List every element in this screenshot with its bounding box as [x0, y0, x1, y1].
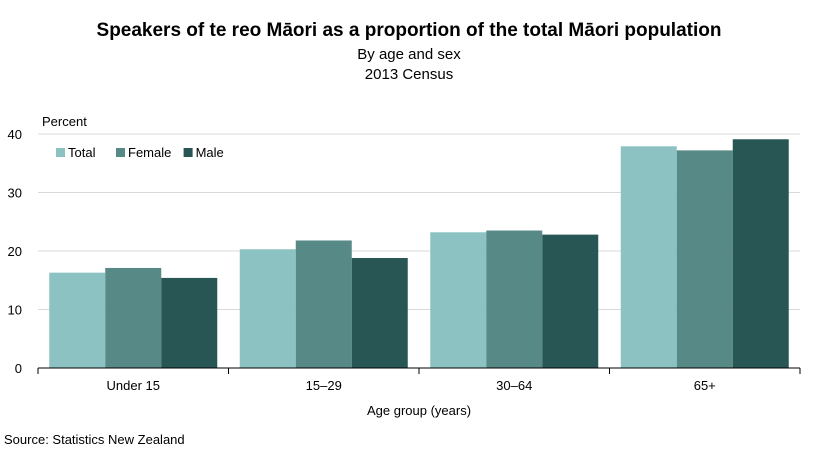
legend-swatch-total: [56, 148, 65, 157]
bar-female: [295, 240, 352, 368]
x-tick-label: Under 15: [107, 378, 160, 393]
bar-male: [732, 139, 789, 368]
x-tick-label: 30–64: [496, 378, 532, 393]
chart-subtitle-census: 2013 Census: [364, 66, 454, 83]
bar-total: [239, 249, 296, 368]
x-axis-label: Age group (years): [367, 403, 471, 418]
x-tick-label: 65+: [694, 378, 716, 393]
y-tick-label: 30: [8, 186, 22, 201]
legend: Total Female Male: [56, 145, 224, 160]
x-tick-label: 15–29: [306, 378, 342, 393]
y-tick-label: 40: [8, 127, 22, 142]
axes: 0 10 20 30 40 Under 15 15–29 30–64 65+: [8, 127, 801, 393]
bar-total: [49, 272, 106, 368]
bar-female: [676, 150, 733, 368]
chart-title: Speakers of te reo Māori as a proportion…: [96, 20, 722, 41]
legend-label-female: Female: [128, 145, 171, 160]
y-tick-label: 0: [15, 361, 22, 376]
bar-male: [542, 234, 599, 368]
chart-subtitle: By age and sex: [357, 46, 461, 63]
bar-total: [430, 232, 487, 368]
y-axis-label: Percent: [42, 114, 87, 129]
bar-male: [161, 277, 218, 368]
y-tick-label: 20: [8, 244, 22, 259]
legend-label-male: Male: [196, 145, 224, 160]
legend-swatch-female: [116, 148, 125, 157]
bar-male: [351, 258, 408, 368]
bar-female: [105, 267, 162, 368]
bar-female: [486, 230, 543, 368]
legend-label-total: Total: [68, 145, 96, 160]
legend-swatch-male: [183, 148, 193, 157]
source-note: Source: Statistics New Zealand: [4, 432, 185, 447]
y-tick-label: 10: [8, 303, 22, 318]
bar-total: [620, 146, 677, 368]
bars: [49, 139, 789, 368]
